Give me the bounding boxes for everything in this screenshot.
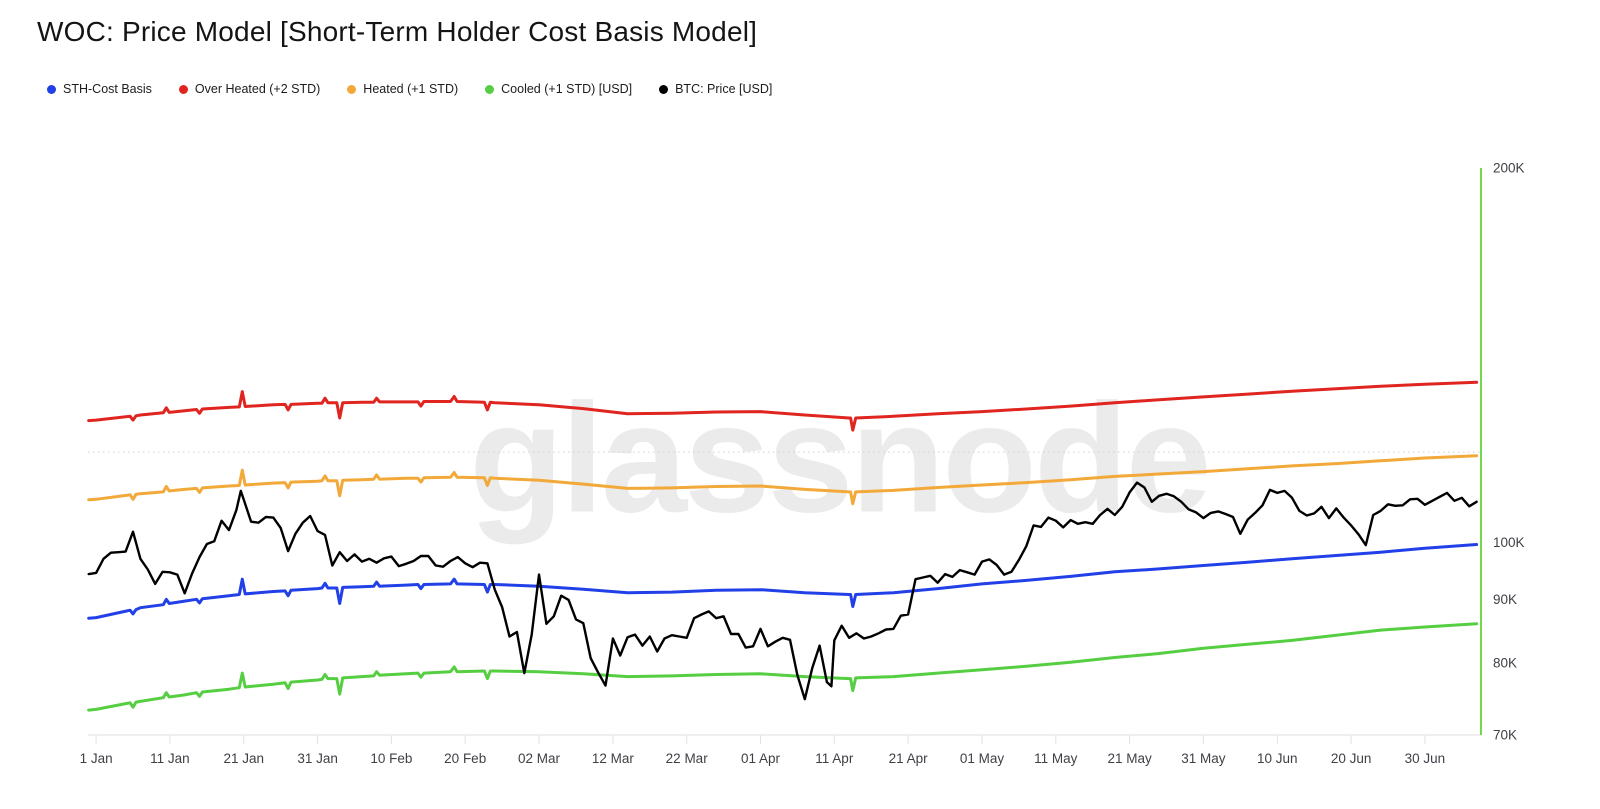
- x-axis-tick-label: 02 Mar: [518, 751, 561, 766]
- x-axis-tick-label: 01 Apr: [741, 751, 781, 766]
- y-axis-tick-label: 90K: [1493, 592, 1517, 607]
- series-line-sth-cost-basis: [87, 543, 1479, 620]
- legend-dot-icon: [485, 84, 495, 94]
- series-line-over-heated-2-std: [87, 380, 1479, 432]
- x-axis-tick-label: 10 Jun: [1257, 751, 1298, 766]
- legend-item-label: BTC: Price [USD]: [675, 82, 773, 96]
- x-axis-tick-label: 10 Feb: [370, 751, 412, 766]
- legend-dot-icon: [47, 84, 56, 94]
- legend-item-btc-price-usd[interactable]: BTC: Price [USD]: [659, 82, 772, 96]
- x-axis-tick-label: 20 Feb: [444, 751, 486, 766]
- x-axis-tick-label: 11 Apr: [815, 751, 854, 766]
- x-axis-tick-label: 31 May: [1181, 751, 1226, 766]
- legend-item-sth-cost-basis[interactable]: STH-Cost Basis: [47, 82, 152, 96]
- x-axis-tick-label: 31 Jan: [297, 751, 338, 766]
- page-title: WOC: Price Model [Short-Term Holder Cost…: [37, 16, 758, 47]
- legend-item-cooled-1-std-usd[interactable]: Cooled (+1 STD) [USD]: [485, 82, 632, 96]
- series-line-cooled-1-std-usd: [87, 622, 1479, 712]
- y-axis-tick-label: 80K: [1493, 655, 1517, 670]
- x-axis-tick-label: 11 Jan: [150, 751, 190, 766]
- legend-item-label: STH-Cost Basis: [63, 82, 152, 96]
- chart-legend: STH-Cost Basis Over Heated (+2 STD) Heated…: [47, 82, 772, 96]
- x-axis-tick-label: 21 May: [1107, 751, 1152, 766]
- x-axis-tick-label: 01 May: [960, 751, 1005, 766]
- x-axis-tick-label: 21 Jan: [224, 751, 265, 766]
- legend-item-label: Cooled (+1 STD) [USD]: [501, 82, 633, 96]
- watermark-text: glassnode: [469, 372, 1209, 545]
- x-axis-tick-label: 30 Jun: [1405, 751, 1446, 766]
- legend-dot-icon: [178, 84, 188, 94]
- series-line-btc-price-usd: [87, 481, 1478, 701]
- legend-item-label: Heated (+1 STD): [363, 82, 459, 96]
- x-axis-tick-label: 11 May: [1034, 751, 1078, 766]
- x-axis-tick-label: 1 Jan: [80, 751, 113, 766]
- y-axis-tick-label: 70K: [1493, 728, 1517, 743]
- legend-item-over-heated-2-std[interactable]: Over Heated (+2 STD): [178, 82, 321, 96]
- x-axis-tick-label: 21 Apr: [889, 751, 929, 766]
- legend-dot-icon: [659, 84, 669, 94]
- legend-item-heated-1-std[interactable]: Heated (+1 STD): [347, 82, 458, 96]
- y-axis-tick-label: 200K: [1493, 161, 1525, 176]
- x-axis-tick-label: 20 Jun: [1331, 751, 1372, 766]
- series-line-heated-1-std: [87, 454, 1479, 506]
- legend-item-label: Over Heated (+2 STD): [194, 82, 321, 96]
- x-axis-tick-label: 22 Mar: [666, 751, 709, 766]
- y-axis-tick-label: 100K: [1493, 535, 1525, 550]
- legend-dot-icon: [347, 84, 357, 94]
- x-axis-tick-label: 12 Mar: [592, 751, 635, 766]
